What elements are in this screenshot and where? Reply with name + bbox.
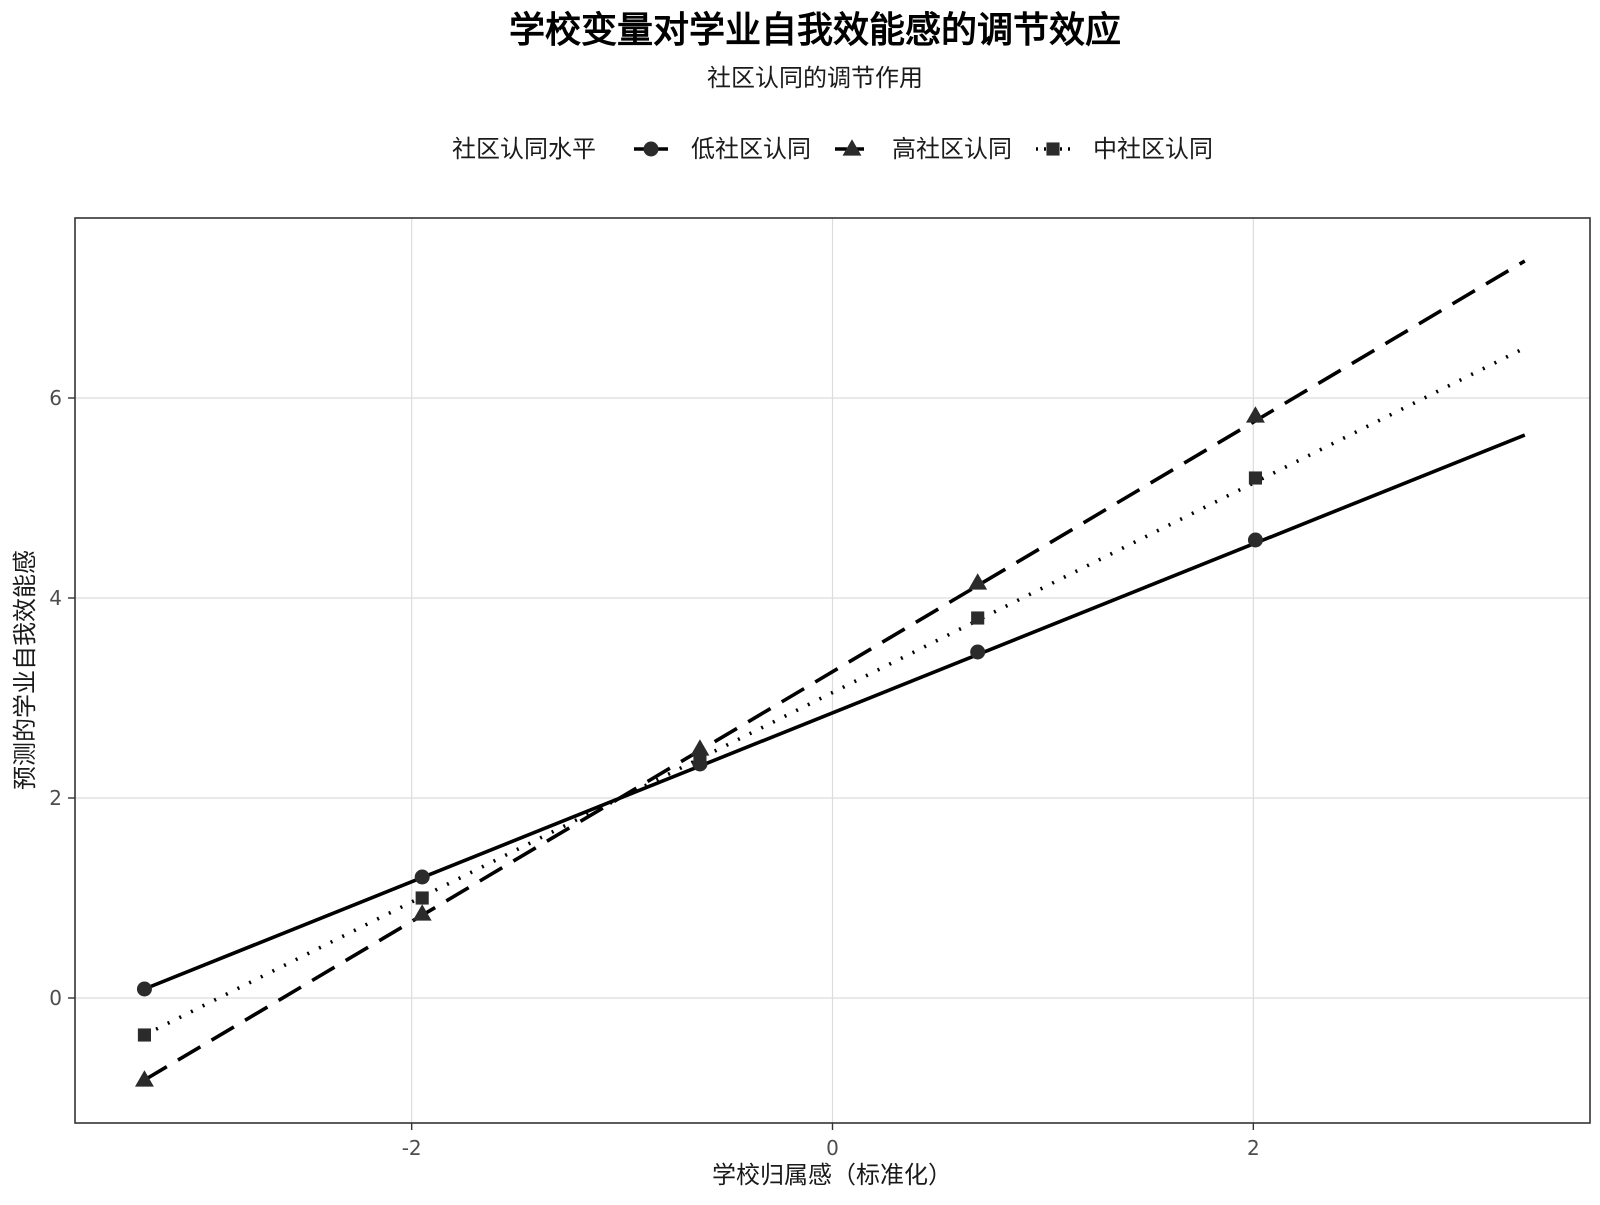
data-point-circle — [970, 644, 986, 660]
legend-label: 低社区认同 — [691, 135, 811, 163]
series-line-3 — [143, 346, 1526, 1037]
plot-grid — [75, 218, 1590, 1123]
chart-title: 学校变量对学业自我效能感的调节效应 — [509, 9, 1121, 51]
legend-item-1: 低社区认同 — [634, 135, 811, 163]
chart-subtitle: 社区认同的调节作用 — [707, 64, 923, 92]
y-tick-label: 0 — [49, 986, 62, 1010]
series-line-1 — [143, 433, 1526, 991]
legend-label: 中社区认同 — [1093, 135, 1213, 163]
data-point-square — [137, 1028, 151, 1042]
data-point-circle — [1247, 532, 1263, 548]
data-point-square — [1248, 471, 1262, 485]
series-line-2 — [143, 259, 1526, 1082]
legend-item-2: 高社区认同 — [835, 135, 1012, 163]
legend-label: 高社区认同 — [892, 135, 1012, 163]
x-tick-label: -2 — [402, 1136, 422, 1160]
data-point-circle — [136, 981, 152, 997]
data-point-triangle — [968, 573, 988, 590]
data-point-square — [971, 611, 985, 625]
legend-title: 社区认同水平 — [452, 135, 596, 163]
data-point-square — [693, 750, 707, 764]
legend-square-icon — [1046, 142, 1060, 156]
data-point-square — [415, 891, 429, 905]
x-tick-label: 2 — [1247, 1136, 1260, 1160]
data-point-triangle — [134, 1070, 154, 1087]
data-point-circle — [414, 869, 430, 885]
plot-points — [134, 406, 1265, 1087]
x-axis-label: 学校归属感（标准化） — [712, 1161, 952, 1189]
y-tick-label: 6 — [49, 386, 62, 410]
legend-triangle-icon — [842, 139, 862, 156]
y-tick-label: 2 — [49, 786, 62, 810]
legend-circle-icon — [643, 141, 659, 157]
y-axis-label: 预测的学业自我效能感 — [11, 550, 39, 790]
data-point-triangle — [1245, 406, 1265, 423]
legend-item-3: 中社区认同 — [1036, 135, 1213, 163]
data-point-triangle — [412, 904, 432, 921]
legend: 社区认同水平 低社区认同 高社区认同 中社区认同 — [452, 135, 1213, 163]
x-tick-label: 0 — [826, 1136, 839, 1160]
axis-ticks: -2 0 2 0 2 4 6 — [49, 386, 1259, 1160]
plot-lines — [143, 259, 1526, 1082]
y-tick-label: 4 — [49, 586, 62, 610]
